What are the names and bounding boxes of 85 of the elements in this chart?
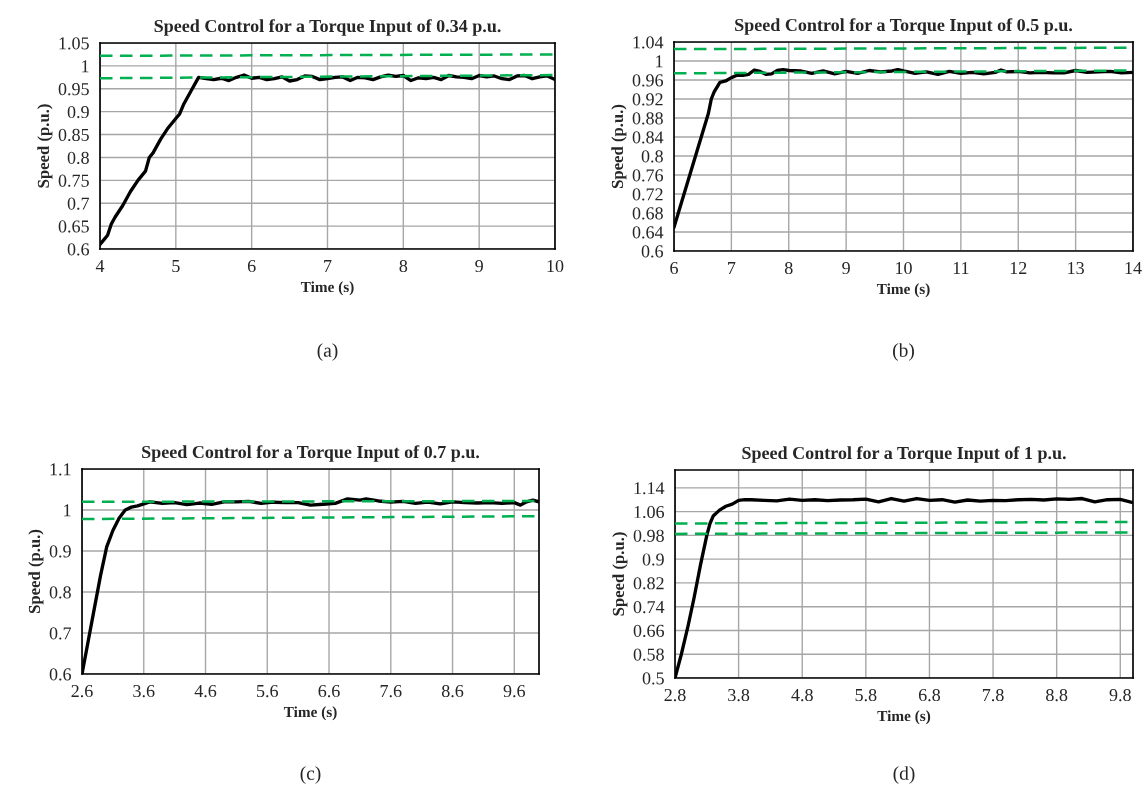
- y-axis-title: Speed (p.u.): [37, 104, 53, 188]
- x-tick-label: 9: [842, 261, 850, 275]
- y-tick-label: 0.98: [633, 529, 664, 542]
- x-tick-label: 4: [95, 260, 105, 272]
- y-tick-label: 0.5: [642, 672, 664, 685]
- x-tick-label: 4.8: [791, 688, 813, 702]
- text: (d): [893, 766, 915, 784]
- y-tick-label: 0.9: [49, 545, 71, 558]
- y-axis-title: Speed (p.u.): [28, 529, 44, 613]
- y-tick-label: 0.84: [632, 131, 664, 144]
- x-tick-label: 10: [896, 261, 912, 275]
- x-tick-label: 6: [247, 259, 256, 273]
- text: (a): [317, 343, 338, 361]
- y-tick-label: 1.05: [59, 37, 89, 50]
- y-tick-label: 0.7: [49, 627, 72, 640]
- y-tick-label: 0.74: [633, 600, 665, 614]
- y-tick-label: 0.76: [632, 169, 664, 182]
- x-tick-label: 4.6: [194, 684, 217, 698]
- x-tick-label: 11: [953, 262, 969, 274]
- y-tick-label: 1.1: [50, 463, 71, 476]
- y-tick-label: 0.85: [58, 128, 89, 142]
- x-tick-label: 10: [547, 259, 564, 273]
- y-tick-label: 0.7: [67, 197, 90, 210]
- x-axis-title: Time (s): [283, 706, 337, 721]
- y-tick-label: 0.8: [49, 586, 71, 599]
- y-tick-label: 0.9: [642, 553, 664, 566]
- y-tick-label: 0.92: [632, 93, 663, 106]
- y-tick-label: 0.6: [67, 243, 90, 256]
- chart-title: Speed Control for a Torque Input of 0.5 p.u.: [735, 18, 1073, 35]
- y-tick-label: 0.96: [632, 74, 664, 87]
- x-tick-label: 3.6: [133, 684, 155, 698]
- x-tick-label: 6.6: [318, 684, 340, 698]
- y-tick-label: 1.04: [633, 36, 664, 49]
- x-tick-label: 7: [728, 262, 736, 274]
- y-tick-label: 1.06: [634, 505, 665, 519]
- chart-title: Speed Control for a Torque Input of 0.7 p.u.: [142, 445, 480, 462]
- y-tick-label: 0.88: [632, 112, 663, 125]
- x-tick-label: 14: [1125, 262, 1142, 274]
- y-tick-label: 0.66: [633, 624, 665, 637]
- y-axis-title: Speed (p.u.): [612, 532, 628, 616]
- y-tick-label: 1: [64, 504, 71, 517]
- x-tick-label: 8.8: [1046, 688, 1068, 702]
- x-tick-label: 5.8: [855, 688, 877, 702]
- y-tick-label: 0.8: [67, 151, 89, 164]
- x-tick-label: 7.6: [380, 684, 402, 698]
- x-tick-label: 13: [1068, 261, 1084, 275]
- y-tick-label: 0.75: [58, 174, 89, 187]
- y-tick-label: 0.6: [49, 668, 72, 681]
- x-tick-label: 6: [670, 261, 678, 275]
- text: (b): [893, 343, 914, 361]
- x-axis-title: Time (s): [876, 283, 930, 298]
- y-tick-label: 0.64: [632, 226, 664, 239]
- x-tick-label: 5: [172, 260, 180, 273]
- y-tick-label: 0.82: [633, 577, 664, 590]
- x-axis-title: Time (s): [300, 281, 354, 296]
- x-tick-label: 5.6: [257, 684, 279, 698]
- y-tick-label: 1.14: [634, 482, 665, 495]
- x-tick-label: 12: [1010, 261, 1027, 274]
- x-tick-label: 2.6: [71, 684, 93, 698]
- x-tick-label: 9: [475, 259, 483, 273]
- x-tick-label: 7.8: [982, 688, 1004, 702]
- chart-title: Speed Control for a Torque Input of 0.34 p.u.: [154, 19, 501, 36]
- y-tick-label: 0.8: [641, 150, 663, 163]
- y-tick-label: 0.95: [58, 83, 89, 96]
- y-tick-label: 0.68: [632, 207, 663, 220]
- y-tick-label: 0.72: [632, 188, 663, 201]
- x-axis-title: Time (s): [877, 710, 931, 725]
- x-tick-label: 8.6: [441, 684, 464, 698]
- y-axis-title: Speed (p.u.): [611, 104, 627, 188]
- x-tick-label: 6.8: [918, 688, 941, 702]
- y-tick-label: 1: [656, 55, 663, 68]
- x-tick-label: 7: [324, 260, 332, 272]
- x-tick-label: 9.8: [1109, 688, 1131, 702]
- x-tick-label: 9.6: [503, 684, 526, 698]
- y-tick-label: 0.65: [58, 220, 89, 233]
- y-tick-label: 0.6: [641, 245, 664, 258]
- chart-title: Speed Control for a Torque Input of 1 p.u.: [742, 446, 1066, 463]
- text: (c): [300, 766, 321, 784]
- x-tick-label: 2.8: [664, 688, 686, 702]
- x-tick-label: 8: [399, 259, 408, 273]
- y-tick-label: 0.58: [633, 648, 664, 661]
- y-tick-label: 1: [82, 60, 89, 73]
- x-tick-label: 8: [784, 261, 793, 275]
- x-tick-label: 3.8: [728, 688, 750, 702]
- y-tick-label: 0.9: [67, 105, 89, 119]
